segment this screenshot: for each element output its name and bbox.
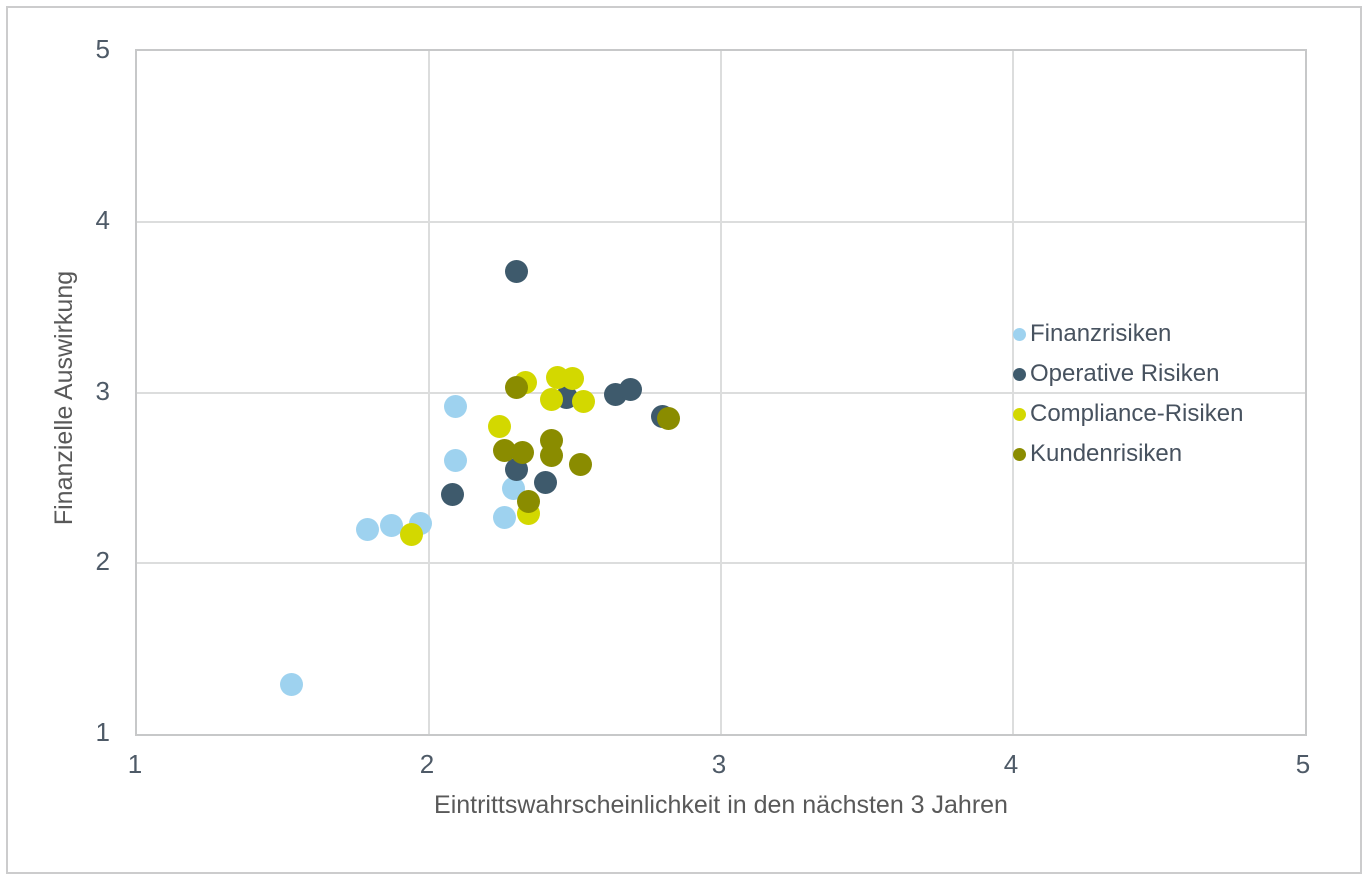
y-tick-label: 3 — [95, 375, 110, 406]
y-tick-label: 1 — [95, 717, 110, 747]
horizontal-gridline-y2 — [137, 562, 1305, 565]
legend-item-kundenrisiken: Kundenrisiken — [1013, 434, 1243, 474]
data-point-operative-risiken — [440, 483, 464, 507]
data-point-compliance-risiken — [572, 389, 596, 413]
legend-dot-icon — [1013, 327, 1026, 341]
data-point-compliance-risiken — [560, 367, 584, 391]
y-tick-label: 4 — [95, 204, 110, 235]
data-point-compliance-risiken — [540, 387, 564, 411]
x-tick-label: 2 — [419, 749, 435, 779]
horizontal-gridline-y4 — [137, 220, 1305, 223]
data-point-kundenrisiken — [540, 428, 564, 452]
chart-legend: Finanzrisiken Operative Risiken Compliance… — [1013, 314, 1243, 474]
data-point-kundenrisiken — [656, 406, 680, 430]
legend-item-finanzrisiken: Finanzrisiken — [1013, 314, 1243, 354]
data-point-operative-risiken — [505, 259, 529, 283]
x-tick-label: 1 — [127, 749, 143, 779]
data-point-compliance-risiken — [487, 415, 511, 439]
data-point-operative-risiken — [618, 377, 642, 401]
legend-label: Finanzrisiken — [1030, 320, 1172, 347]
legend-dot-icon — [1013, 407, 1026, 421]
chart-border — [6, 6, 1362, 874]
horizontal-gridline-y3 — [137, 391, 1305, 394]
data-point-kundenrisiken — [493, 439, 517, 463]
legend-item-compliance-risiken: Compliance-Risiken — [1013, 394, 1243, 434]
data-point-finanzrisiken — [280, 672, 304, 696]
x-axis-title: Eintrittswahrscheinlichkeit in den nächs… — [434, 791, 1008, 819]
legend-dot-icon — [1013, 367, 1026, 381]
legend-label: Operative Risiken — [1030, 360, 1220, 387]
data-point-finanzrisiken — [443, 394, 467, 418]
data-point-finanzrisiken — [356, 517, 380, 541]
y-tick-label: 5 — [95, 34, 110, 64]
x-tick-label: 5 — [1295, 749, 1311, 779]
x-tick-label: 3 — [711, 749, 727, 779]
data-point-operative-risiken — [534, 471, 558, 495]
data-point-kundenrisiken — [510, 440, 534, 464]
data-point-kundenrisiken — [505, 375, 529, 399]
legend-label: Compliance-Risiken — [1030, 400, 1244, 427]
data-point-finanzrisiken — [443, 449, 467, 473]
data-point-kundenrisiken — [569, 452, 593, 476]
data-point-compliance-risiken — [399, 522, 423, 546]
plot-area — [135, 49, 1307, 736]
y-axis-title: Finanzielle Auswirkung — [50, 270, 78, 526]
legend-label: Kundenrisiken — [1030, 440, 1183, 467]
legend-dot-icon — [1013, 447, 1026, 461]
legend-item-operative-risiken: Operative Risiken — [1013, 354, 1243, 394]
data-point-finanzrisiken — [493, 505, 517, 529]
y-tick-label: 2 — [95, 546, 110, 577]
data-point-finanzrisiken — [379, 514, 403, 538]
x-tick-label: 4 — [1003, 749, 1019, 779]
data-point-kundenrisiken — [516, 490, 540, 514]
